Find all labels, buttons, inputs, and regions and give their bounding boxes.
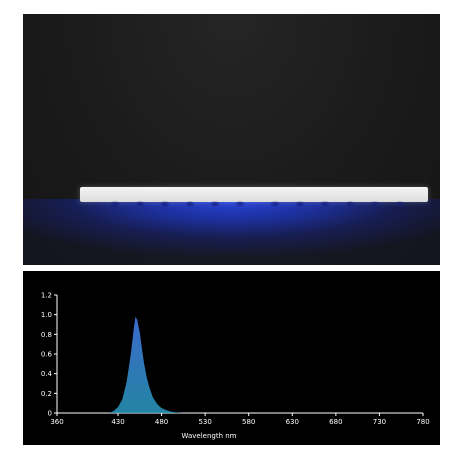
led-emitter bbox=[185, 201, 195, 207]
spectrum-chart: 0 0.2 0.4 0.6 0.8 1.0 1.2 360 430 480 530 580 630 680… bbox=[23, 271, 440, 445]
y-tick-label: 0.6 bbox=[41, 351, 53, 359]
x-tick-label: 780 bbox=[416, 418, 429, 426]
led-emitter bbox=[110, 201, 120, 207]
led-emitter bbox=[395, 201, 405, 207]
y-tick-label: 0 bbox=[48, 410, 52, 418]
x-tick-label: 630 bbox=[286, 418, 299, 426]
led-strip bbox=[80, 187, 428, 202]
led-emitter bbox=[235, 201, 245, 207]
led-emitter bbox=[160, 201, 170, 207]
y-tick-label: 1.2 bbox=[41, 292, 52, 300]
y-tick-label: 0.2 bbox=[41, 390, 52, 398]
x-tick-label: 730 bbox=[373, 418, 386, 426]
x-tick-label: 580 bbox=[242, 418, 255, 426]
blue-light-glow bbox=[23, 199, 440, 265]
y-tick-label: 0.4 bbox=[41, 370, 53, 378]
y-tick-label: 1.0 bbox=[41, 311, 52, 319]
led-emitter bbox=[210, 201, 220, 207]
led-emitter bbox=[270, 201, 280, 207]
x-tick-label: 480 bbox=[155, 418, 168, 426]
led-emitter bbox=[370, 201, 380, 207]
spectrum-area-0 bbox=[109, 316, 184, 413]
led-emitter bbox=[295, 201, 305, 207]
led-emitter bbox=[135, 201, 145, 207]
x-tick-label: 430 bbox=[111, 418, 124, 426]
x-tick-label: 530 bbox=[198, 418, 211, 426]
led-emitter bbox=[320, 201, 330, 207]
y-tick-label: 0.8 bbox=[41, 331, 52, 339]
x-tick-label: 680 bbox=[329, 418, 342, 426]
spectrum-chart-svg: 0 0.2 0.4 0.6 0.8 1.0 1.2 360 430 480 530 580 630 680… bbox=[41, 292, 430, 441]
x-tick-label: 360 bbox=[50, 418, 63, 426]
x-axis-title: Wavelength nm bbox=[181, 432, 236, 440]
led-emitter bbox=[345, 201, 355, 207]
led-strip-photo bbox=[23, 14, 440, 265]
